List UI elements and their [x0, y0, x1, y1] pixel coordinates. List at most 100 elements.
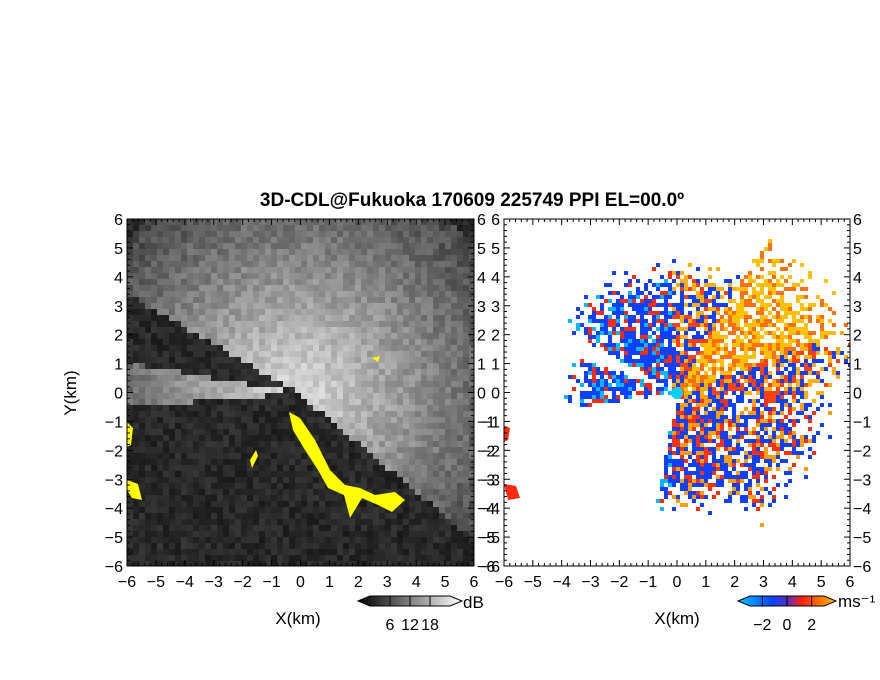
reflectivity-cell: [265, 339, 271, 345]
velocity-cell: [712, 375, 716, 379]
reflectivity-cell: [385, 351, 391, 357]
velocity-cell: [780, 343, 784, 347]
reflectivity-cell: [433, 465, 439, 471]
velocity-cell: [756, 331, 760, 335]
reflectivity-cell: [157, 495, 163, 501]
reflectivity-cell: [397, 393, 403, 399]
reflectivity-cell: [283, 459, 289, 465]
velocity-cell: [776, 291, 780, 295]
reflectivity-cell: [247, 351, 253, 357]
reflectivity-cell: [397, 375, 403, 381]
reflectivity-cell: [175, 555, 181, 561]
reflectivity-cell: [145, 357, 151, 363]
velocity-cell: [700, 311, 704, 315]
reflectivity-cell: [133, 519, 139, 525]
reflectivity-cell: [151, 303, 157, 309]
velocity-cell: [736, 303, 740, 307]
reflectivity-cell: [331, 501, 337, 507]
reflectivity-cell: [343, 375, 349, 381]
reflectivity-cell: [355, 417, 361, 423]
reflectivity-cell: [445, 381, 451, 387]
reflectivity-cell: [175, 405, 181, 411]
velocity-cell: [760, 367, 764, 371]
reflectivity-cell: [253, 417, 259, 423]
reflectivity-cell: [193, 471, 199, 477]
reflectivity-cell: [265, 519, 271, 525]
reflectivity-cell: [139, 489, 145, 495]
reflectivity-cell: [175, 363, 181, 369]
velocity-cell: [756, 275, 760, 279]
reflectivity-cell: [313, 273, 319, 279]
reflectivity-cell: [421, 345, 427, 351]
reflectivity-cell: [379, 333, 385, 339]
reflectivity-cell: [325, 273, 331, 279]
reflectivity-cell: [265, 531, 271, 537]
reflectivity-cell: [223, 321, 229, 327]
reflectivity-cell: [283, 309, 289, 315]
reflectivity-cell: [163, 273, 169, 279]
reflectivity-cell: [391, 543, 397, 549]
reflectivity-cell: [235, 327, 241, 333]
reflectivity-cell: [391, 483, 397, 489]
reflectivity-cell: [187, 291, 193, 297]
reflectivity-cell: [277, 441, 283, 447]
reflectivity-cell: [199, 447, 205, 453]
reflectivity-cell: [313, 357, 319, 363]
reflectivity-cell: [391, 321, 397, 327]
reflectivity-cell: [343, 465, 349, 471]
reflectivity-cell: [403, 393, 409, 399]
reflectivity-cell: [133, 417, 139, 423]
reflectivity-cell: [397, 369, 403, 375]
reflectivity-cell: [217, 537, 223, 543]
velocity-cell: [836, 351, 840, 355]
reflectivity-cell: [301, 345, 307, 351]
reflectivity-cell: [235, 381, 241, 387]
reflectivity-cell: [391, 471, 397, 477]
velocity-cell: [776, 283, 780, 287]
reflectivity-cell: [409, 279, 415, 285]
reflectivity-cell: [205, 225, 211, 231]
velocity-cell: [768, 303, 772, 307]
reflectivity-cell: [253, 429, 259, 435]
reflectivity-cell: [331, 345, 337, 351]
reflectivity-cell: [247, 435, 253, 441]
reflectivity-cell: [217, 351, 223, 357]
reflectivity-cell: [319, 525, 325, 531]
reflectivity-cell: [439, 363, 445, 369]
velocity-cell: [824, 303, 828, 307]
velocity-cell: [720, 379, 724, 383]
velocity-cell: [652, 343, 656, 347]
reflectivity-cell: [157, 459, 163, 465]
reflectivity-cell: [319, 441, 325, 447]
reflectivity-cell: [145, 561, 151, 566]
reflectivity-cell: [307, 411, 313, 417]
reflectivity-cell: [463, 261, 469, 267]
velocity-cell: [692, 375, 696, 379]
reflectivity-cell: [277, 255, 283, 261]
velocity-cell: [660, 295, 664, 299]
velocity-cell: [816, 343, 820, 347]
reflectivity-cell: [451, 441, 457, 447]
reflectivity-cell: [229, 363, 235, 369]
reflectivity-cell: [127, 543, 133, 549]
reflectivity-cell: [205, 363, 211, 369]
velocity-cell: [800, 395, 804, 399]
reflectivity-cell: [169, 543, 175, 549]
reflectivity-cell: [307, 321, 313, 327]
reflectivity-cell: [199, 549, 205, 555]
reflectivity-cell: [421, 279, 427, 285]
velocity-cell: [664, 279, 668, 283]
reflectivity-cell: [211, 333, 217, 339]
reflectivity-cell: [319, 303, 325, 309]
reflectivity-cell: [439, 405, 445, 411]
reflectivity-cell: [145, 471, 151, 477]
reflectivity-cell: [199, 501, 205, 507]
reflectivity-cell: [403, 477, 409, 483]
reflectivity-cell: [343, 519, 349, 525]
reflectivity-cell: [349, 219, 355, 225]
reflectivity-cell: [259, 225, 265, 231]
velocity-cell: [616, 351, 620, 355]
velocity-cell: [600, 295, 604, 299]
velocity-cell: [644, 351, 648, 355]
reflectivity-cell: [271, 315, 277, 321]
